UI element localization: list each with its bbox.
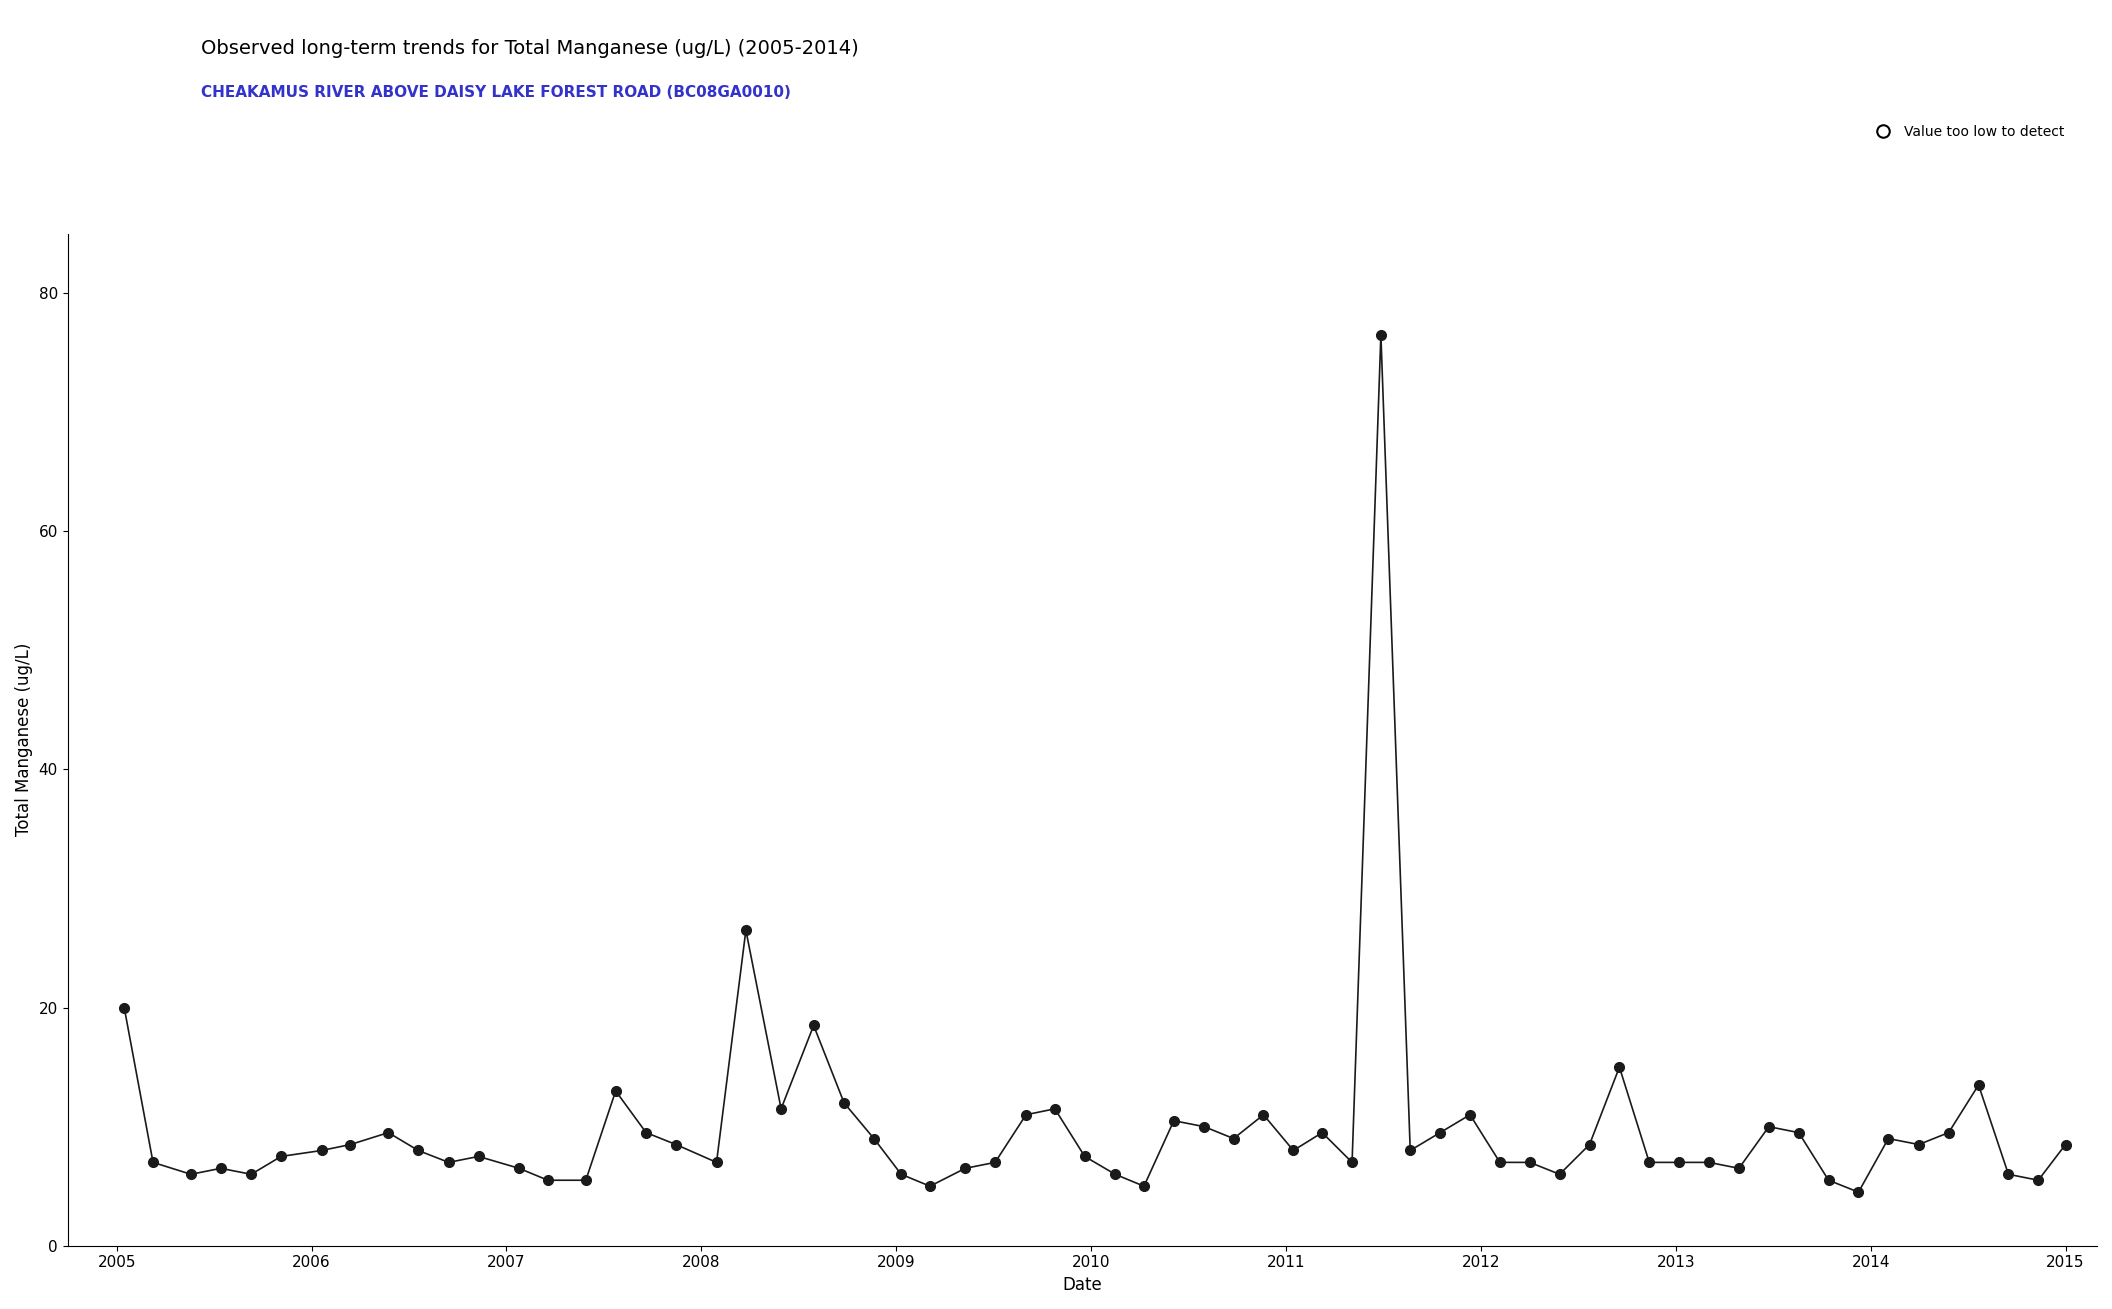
Point: [1364, 325, 1398, 346]
Point: [1335, 1152, 1369, 1173]
Point: [1812, 1170, 1846, 1191]
Point: [264, 1145, 298, 1166]
Point: [135, 1152, 169, 1173]
Point: [1721, 1158, 1755, 1179]
Point: [1692, 1152, 1726, 1173]
Point: [948, 1158, 982, 1179]
Point: [401, 1140, 435, 1161]
Text: CHEAKAMUS RIVER ABOVE DAISY LAKE FOREST ROAD (BC08GA0010): CHEAKAMUS RIVER ABOVE DAISY LAKE FOREST …: [201, 85, 790, 99]
Legend: Value too low to detect: Value too low to detect: [1863, 119, 2070, 144]
Y-axis label: Total Manganese (ug/L): Total Manganese (ug/L): [15, 643, 34, 836]
Point: [1512, 1152, 1546, 1173]
Point: [1037, 1098, 1071, 1119]
Point: [1633, 1152, 1666, 1173]
Point: [659, 1134, 693, 1155]
Point: [108, 997, 142, 1018]
Point: [1932, 1122, 1966, 1143]
Point: [1753, 1117, 1787, 1138]
Point: [796, 1014, 830, 1035]
Point: [205, 1158, 239, 1179]
Point: [1128, 1175, 1162, 1196]
Point: [699, 1152, 733, 1173]
Point: [304, 1140, 338, 1161]
Point: [503, 1158, 536, 1179]
Point: [1246, 1105, 1280, 1126]
Point: [1542, 1164, 1576, 1185]
Point: [1573, 1134, 1607, 1155]
Point: [1603, 1056, 1637, 1077]
Point: [568, 1170, 602, 1191]
Point: [431, 1152, 465, 1173]
Point: [334, 1134, 367, 1155]
Point: [1157, 1110, 1191, 1131]
Point: [1276, 1140, 1309, 1161]
Point: [2049, 1134, 2082, 1155]
Point: [1962, 1075, 1996, 1096]
Point: [1871, 1128, 1905, 1149]
Text: Observed long-term trends for Total Manganese (ug/L) (2005-2014): Observed long-term trends for Total Mang…: [201, 39, 857, 59]
Point: [1453, 1105, 1487, 1126]
Point: [1187, 1117, 1221, 1138]
Point: [978, 1152, 1012, 1173]
Point: [729, 920, 762, 941]
Point: [1423, 1122, 1457, 1143]
Point: [173, 1164, 207, 1185]
Point: [1305, 1122, 1339, 1143]
Point: [234, 1164, 268, 1185]
Point: [857, 1128, 891, 1149]
Point: [600, 1080, 634, 1101]
Point: [372, 1122, 406, 1143]
Point: [629, 1122, 663, 1143]
Point: [1783, 1122, 1816, 1143]
Point: [2021, 1170, 2055, 1191]
Point: [463, 1145, 496, 1166]
Point: [1483, 1152, 1516, 1173]
Point: [828, 1093, 862, 1114]
Point: [885, 1164, 919, 1185]
Point: [530, 1170, 564, 1191]
Point: [1842, 1182, 1875, 1203]
Point: [1903, 1134, 1937, 1155]
Point: [1992, 1164, 2025, 1185]
Point: [1394, 1140, 1428, 1161]
Point: [1662, 1152, 1696, 1173]
Point: [765, 1098, 798, 1119]
Point: [1217, 1128, 1250, 1149]
X-axis label: Date: Date: [1062, 1276, 1102, 1295]
Point: [1010, 1105, 1043, 1126]
Point: [1069, 1145, 1102, 1166]
Point: [912, 1175, 946, 1196]
Point: [1098, 1164, 1132, 1185]
